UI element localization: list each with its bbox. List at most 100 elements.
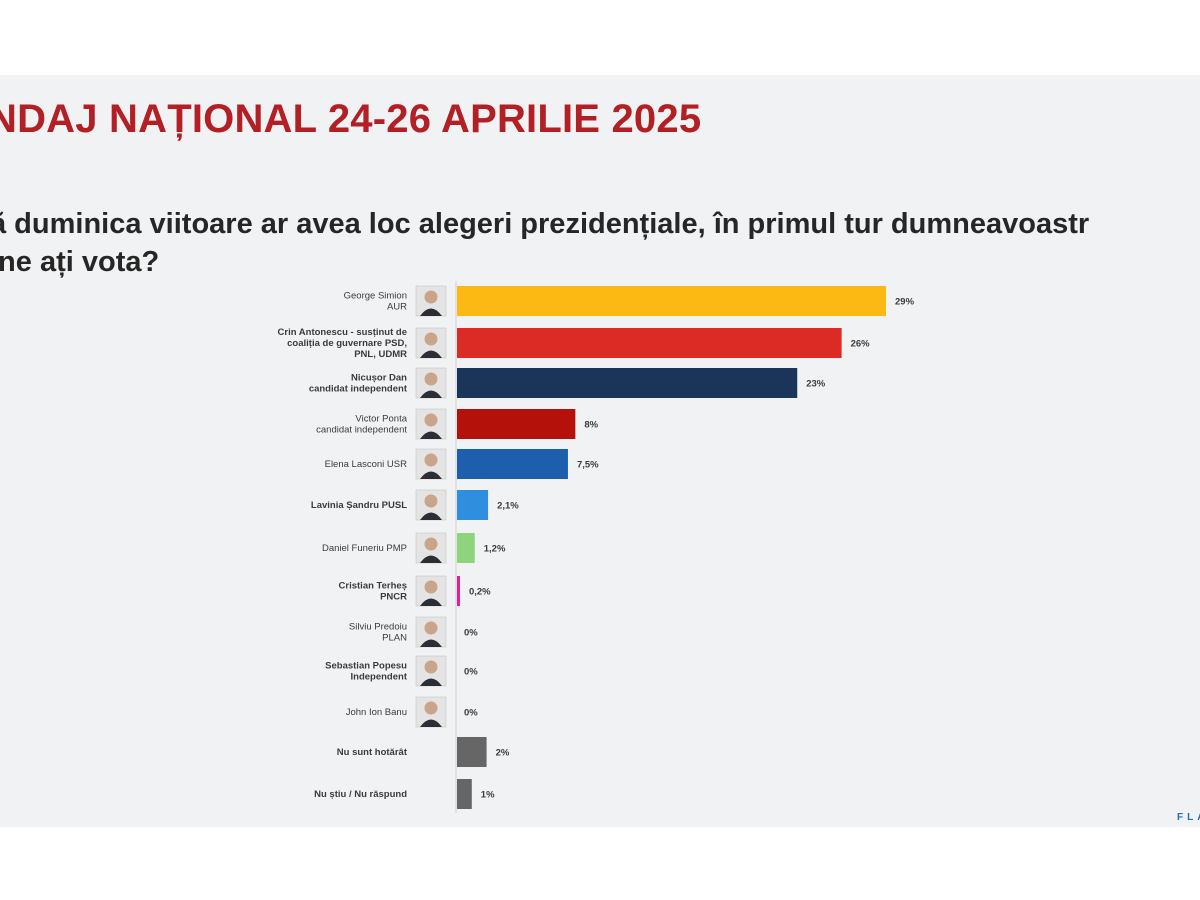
- candidate-photo: [415, 532, 447, 564]
- candidate-photo: [415, 448, 447, 480]
- bar-row-12: Nu sunt hotărât 2%: [337, 737, 510, 767]
- category-label-line: Daniel Funeriu PMP: [322, 543, 407, 554]
- category-label-line: Victor Ponta: [355, 414, 407, 425]
- photo-head: [424, 537, 438, 551]
- candidate-photo: [415, 367, 447, 399]
- poll-slide: NDAJ NAȚIONAL 24-26 APRILIE 2025 ă dumin…: [0, 75, 1200, 827]
- bar: [457, 368, 798, 398]
- bar: [457, 576, 460, 606]
- value-label: 2,1%: [497, 501, 519, 512]
- category-label: John Ion Banu: [346, 707, 407, 718]
- candidate-photo: [415, 408, 447, 440]
- photo-body: [420, 678, 442, 686]
- bar: [457, 286, 886, 316]
- category-label: Daniel Funeriu PMP: [322, 543, 407, 554]
- category-label-line: Sebastian Popesu: [325, 661, 407, 672]
- value-label: 2%: [496, 748, 510, 759]
- pollster-logo: FLA: [1177, 812, 1200, 823]
- candidate-photo: [415, 327, 447, 359]
- category-label-line: Cristian Terheș: [339, 581, 407, 592]
- bar-row-10: Sebastian Popesu Independent 0%: [325, 655, 478, 687]
- photo-head: [424, 372, 438, 386]
- photo-body: [420, 719, 442, 727]
- bar-row-6: Lavinia Șandru PUSL 2,1%: [311, 489, 519, 521]
- photo-head: [424, 621, 438, 635]
- value-label: 8%: [584, 420, 598, 431]
- bar: [457, 449, 568, 479]
- category-label-line: John Ion Banu: [346, 707, 407, 718]
- photo-head: [424, 413, 438, 427]
- bar-row-11: John Ion Banu 0%: [346, 696, 478, 728]
- bar: [457, 737, 487, 767]
- bar-row-2: Crin Antonescu - susținut de coaliția de …: [278, 327, 871, 360]
- photo-head: [424, 332, 438, 346]
- value-label: 7,5%: [577, 460, 599, 471]
- value-label: 0,2%: [469, 587, 491, 598]
- category-label: Silviu Predoiu PLAN: [349, 622, 407, 644]
- photo-head: [424, 701, 438, 715]
- category-label: Cristian Terheș PNCR: [339, 581, 408, 603]
- category-label-line: Nicușor Dan: [351, 373, 407, 384]
- candidate-photo: [415, 616, 447, 648]
- value-label: 0%: [464, 708, 478, 719]
- bar-row-7: Daniel Funeriu PMP 1,2%: [322, 532, 506, 564]
- photo-body: [420, 431, 442, 439]
- survey-question-line-1: ă duminica viitoare ar avea loc alegeri …: [0, 208, 1090, 240]
- bar: [457, 490, 489, 520]
- slide-title: NDAJ NAȚIONAL 24-26 APRILIE 2025: [0, 97, 702, 141]
- candidate-photo: [415, 696, 447, 728]
- photo-head: [424, 660, 438, 674]
- category-label-line: Independent: [351, 672, 408, 683]
- category-label-line: Nu știu / Nu răspund: [314, 789, 407, 800]
- bar: [457, 409, 576, 439]
- poll-bar-chart: George Simion AUR 29% Crin Antonescu - susț…: [0, 75, 1200, 827]
- value-label: 1,2%: [484, 544, 506, 555]
- value-label: 29%: [895, 297, 915, 308]
- bar-row-5: Elena Lasconi USR 7,5%: [325, 448, 599, 480]
- bar: [457, 533, 475, 563]
- category-label-line: Nu sunt hotărât: [337, 747, 408, 758]
- category-label-line: candidat independent: [316, 425, 407, 436]
- candidate-photo: [415, 489, 447, 521]
- bar-row-9: Silviu Predoiu PLAN 0%: [349, 616, 478, 648]
- category-label-line: Crin Antonescu - susținut de: [278, 327, 407, 338]
- category-label-line: candidat independent: [309, 384, 408, 395]
- category-label-line: Elena Lasconi USR: [325, 459, 408, 470]
- bar-row-3: Nicușor Dan candidat independent 23%: [309, 367, 826, 399]
- value-label: 26%: [851, 339, 871, 350]
- survey-question: ă duminica viitoare ar avea loc alegeri …: [0, 205, 1089, 281]
- photo-body: [420, 308, 442, 316]
- category-label-line: AUR: [387, 302, 407, 313]
- survey-question-line-2: ine ați vota?: [0, 246, 160, 278]
- bar-row-1: George Simion AUR 29%: [344, 285, 915, 317]
- candidate-photo: [415, 655, 447, 687]
- category-label-line: Lavinia Șandru PUSL: [311, 500, 407, 511]
- category-label: Elena Lasconi USR: [325, 459, 408, 470]
- photo-body: [420, 639, 442, 647]
- bar-row-4: Victor Ponta candidat independent 8%: [316, 408, 599, 440]
- photo-head: [424, 494, 438, 508]
- category-label: Victor Ponta candidat independent: [316, 414, 408, 436]
- category-label: Sebastian Popesu Independent: [325, 661, 408, 683]
- value-label: 23%: [806, 379, 826, 390]
- bar: [457, 328, 842, 358]
- value-label: 0%: [464, 628, 478, 639]
- category-label: Crin Antonescu - susținut de coaliția de …: [278, 327, 408, 360]
- category-label-line: coaliția de guvernare PSD,: [287, 338, 407, 349]
- category-label: Nu știu / Nu răspund: [314, 789, 407, 800]
- photo-head: [424, 580, 438, 594]
- category-label: Lavinia Șandru PUSL: [311, 500, 407, 511]
- bar-chart-svg: George Simion AUR 29% Crin Antonescu - susț…: [278, 281, 915, 813]
- category-label-line: George Simion: [344, 291, 407, 302]
- photo-body: [420, 555, 442, 563]
- photo-body: [420, 512, 442, 520]
- bar: [457, 779, 472, 809]
- category-label-line: PNCR: [380, 592, 407, 603]
- value-label: 1%: [481, 790, 495, 801]
- bar-row-8: Cristian Terheș PNCR 0,2%: [339, 575, 491, 607]
- photo-body: [420, 390, 442, 398]
- photo-body: [420, 471, 442, 479]
- category-label: Nicușor Dan candidat independent: [309, 373, 408, 395]
- photo-head: [424, 290, 438, 304]
- category-label-line: PNL, UDMR: [354, 349, 407, 360]
